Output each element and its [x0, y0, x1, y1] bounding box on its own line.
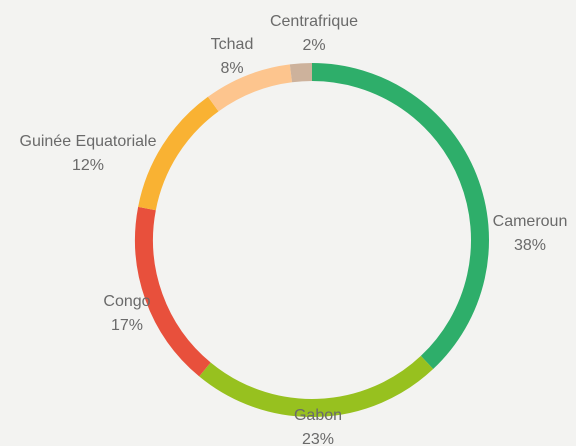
- value-label: 38%: [514, 237, 546, 254]
- donut-segment: [207, 64, 293, 112]
- value-label: 17%: [111, 317, 143, 334]
- value-label: 12%: [72, 157, 104, 174]
- donut-segment: [289, 63, 313, 83]
- value-label: 23%: [302, 431, 334, 446]
- category-label: Centrafrique: [270, 13, 358, 30]
- category-label: Cameroun: [493, 213, 568, 230]
- category-label: Tchad: [211, 36, 254, 53]
- value-label: 8%: [220, 60, 243, 77]
- donut-segment: [311, 63, 489, 370]
- donut-segment: [138, 96, 219, 211]
- value-label: 2%: [302, 37, 325, 54]
- donut-segment: [199, 355, 434, 417]
- category-label: Congo: [103, 293, 150, 310]
- category-label: Gabon: [294, 407, 342, 424]
- category-label: Guinée Equatoriale: [20, 133, 157, 150]
- donut-segment: [135, 206, 211, 377]
